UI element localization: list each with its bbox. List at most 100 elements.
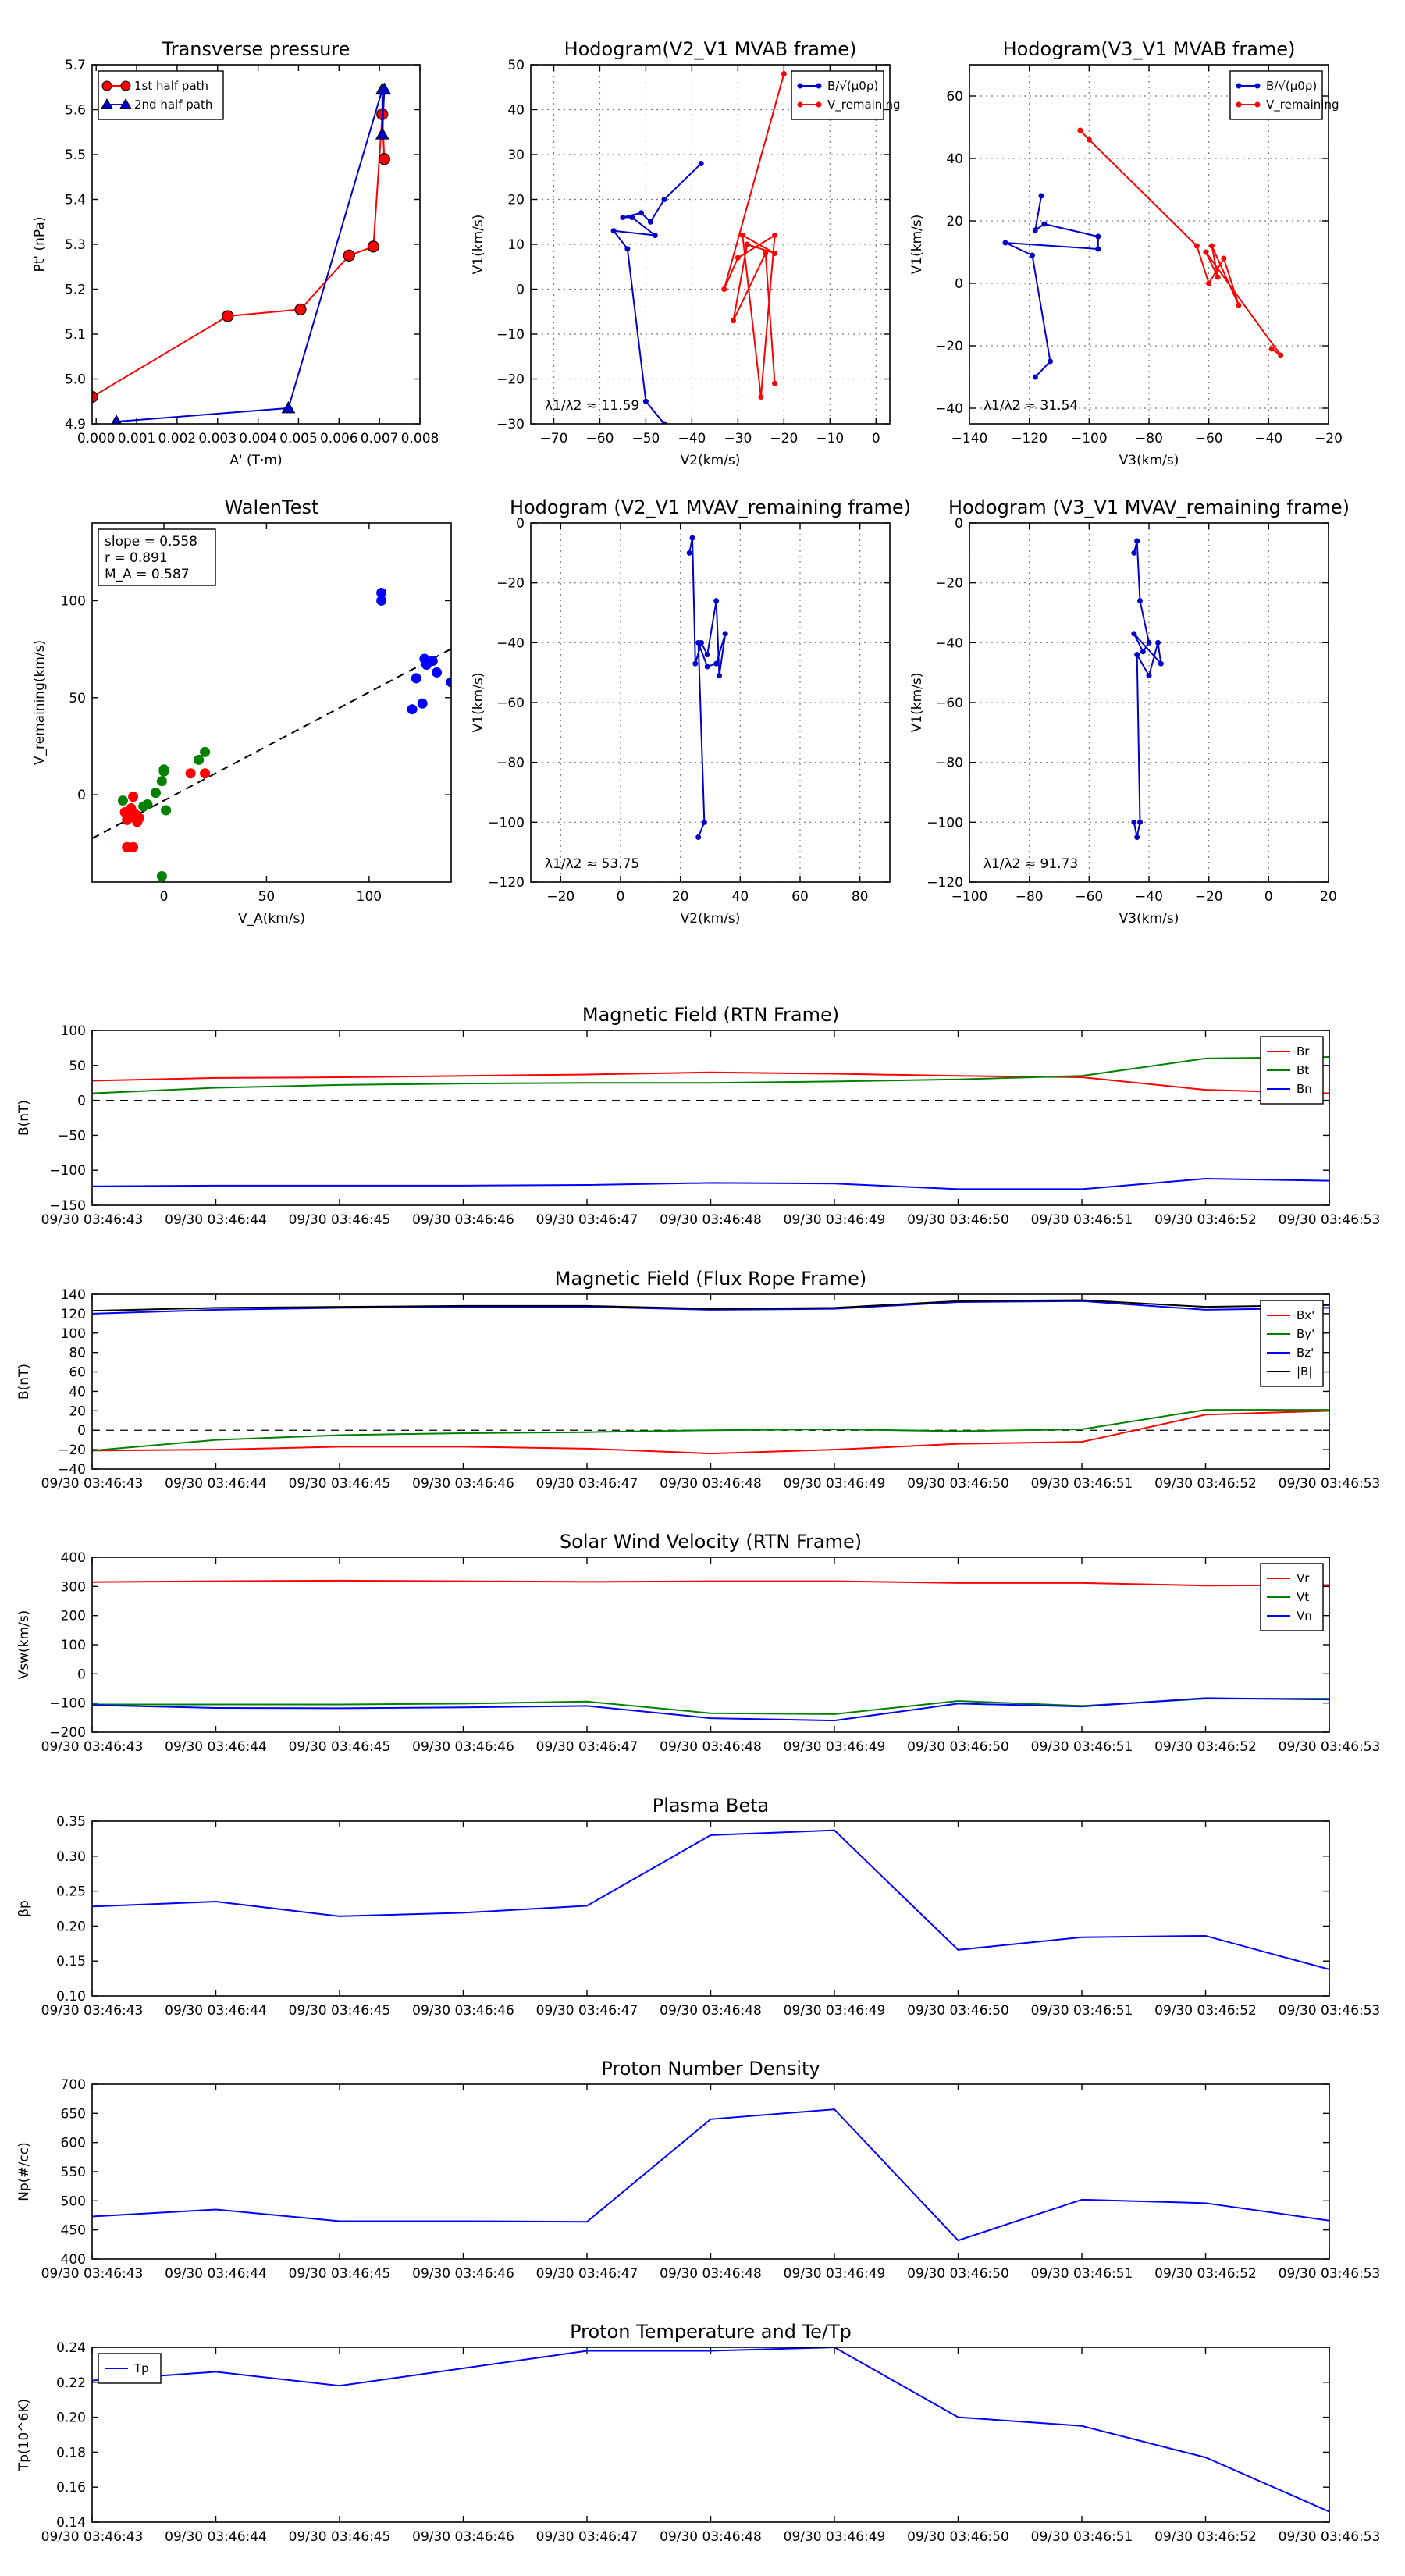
axes-frame [91,1557,1330,1733]
y-tick-label: 0 [77,1094,86,1109]
x-tick-label: 09/30 03:46:45 [289,2003,391,2019]
x-tick-label: 40 [732,889,749,905]
y-tick-label: 0.18 [56,2445,86,2460]
data-point [1095,246,1101,252]
axes-frame [91,1820,1330,1997]
y-tick-label: 50 [69,1059,86,1074]
x-tick-label: 09/30 03:46:46 [412,2529,514,2545]
legend-label: Bz' [1297,1346,1314,1360]
x-tick-label: 09/30 03:46:45 [289,1739,391,1755]
x-tick-label: 09/30 03:46:48 [660,2529,762,2545]
data-point [132,817,143,827]
stats-line: r = 0.891 [105,550,168,566]
x-tick-label: 09/30 03:46:47 [536,2266,638,2282]
data-point [1095,233,1101,240]
x-axis-label: V2(km/s) [681,911,741,927]
y-tick-label: 0.20 [56,2411,86,2426]
data-point [200,768,211,779]
data-point [1131,631,1137,637]
legend-label: 2nd half path [134,98,212,112]
y-tick-label: 0.25 [56,1884,86,1900]
data-point [1193,243,1200,249]
chart-walen: WalenTest 0 50 100 0 50 100 V_A(km/s) V_remainin… [32,496,452,927]
chart-hodo_v2: Hodogram (V2_V1 MVAV_remaining frame) −20… [471,496,911,927]
data-point [713,598,720,604]
x-tick-label: −140 [951,431,988,447]
y-tick-label: 100 [61,1023,86,1039]
series-line-bn [92,1177,1329,1190]
x-tick-label: 09/30 03:46:52 [1154,2003,1257,2019]
x-tick-label: 09/30 03:46:52 [1154,1212,1257,1228]
legend-label: B/√(μ0ρ) [1266,79,1317,93]
chart-title: Magnetic Field (RTN Frame) [582,1004,839,1026]
y-tick-label: 120 [61,1307,86,1322]
legend-label: Vr [1297,1571,1310,1585]
x-tick-label: 20 [1320,889,1337,905]
y-axis-label: V1(km/s) [471,673,486,733]
y-axis-label: V_remaining(km/s) [32,640,48,765]
y-tick-label: 5.1 [65,327,86,343]
stats-box [98,528,216,586]
x-tick-label: 09/30 03:46:50 [907,1739,1009,1755]
data-point [1146,639,1152,646]
y-tick-label: 0 [516,516,525,532]
x-tick-label: 09/30 03:46:48 [660,2003,762,2019]
x-tick-label: −20 [546,889,574,905]
x-tick-label: −40 [678,431,706,447]
y-tick-label: 0 [77,1423,86,1439]
axes-frame [91,2083,1330,2260]
x-tick-label: 50 [258,889,276,905]
data-point [1158,660,1164,667]
series-line-vr [92,1579,1329,1587]
x-tick-label: 09/30 03:46:44 [165,1739,267,1755]
x-tick-label: 09/30 03:46:51 [1031,1212,1133,1228]
x-tick-label: 100 [357,889,382,905]
y-tick-label: 5.0 [65,372,86,388]
y-tick-label: 100 [61,1638,86,1653]
x-tick-label: 0 [160,889,169,905]
plot-area [610,71,787,424]
y-tick-label: 0 [77,788,86,803]
data-point [739,233,745,238]
legend-marker [120,80,131,91]
data-point [1086,137,1092,143]
x-tick-label: −80 [1135,431,1163,447]
data-point [411,673,422,684]
y-tick-label: 0.15 [56,1954,86,1969]
axes-frame [969,522,1329,883]
x-tick-label: 09/30 03:46:47 [536,1476,638,1492]
data-point [624,246,631,252]
y-tick-label: −40 [496,635,525,651]
x-tick-label: 0.008 [401,431,439,447]
x-tick-label: 0.007 [361,431,399,447]
y-tick-label: 450 [61,2223,86,2239]
data-point [713,660,720,667]
data-point [446,677,451,688]
plot-area [1002,127,1284,380]
x-tick-label: 60 [791,889,809,905]
x-tick-label: 09/30 03:46:50 [907,2529,1009,2545]
x-tick-label: 20 [672,889,689,905]
data-point [1236,302,1242,308]
y-tick-label: 60 [69,1365,86,1381]
chart-title: Hodogram (V3_V1 MVAV_remaining frame) [948,496,1350,518]
y-tick-label: 400 [61,1550,86,1566]
data-point [1134,538,1140,544]
chart-title: Plasma Beta [653,1795,769,1816]
y-tick-label: −20 [58,1443,86,1458]
data-point [1140,649,1146,655]
y-tick-label: 5.6 [65,103,86,119]
data-point [642,398,649,404]
data-point [185,768,196,779]
series-line-hodogram [1133,540,1162,838]
y-tick-label: 100 [61,1326,86,1342]
data-point [610,228,617,234]
y-tick-label: 0 [77,1667,86,1682]
data-point [1002,240,1008,246]
legend-marker [816,83,822,89]
y-axis-label: Pt' (nPa) [32,217,48,272]
y-tick-label: 600 [61,2136,86,2151]
x-tick-label: 09/30 03:46:52 [1154,2266,1257,2282]
x-tick-label: 09/30 03:46:44 [165,1212,267,1228]
data-point [111,415,122,424]
